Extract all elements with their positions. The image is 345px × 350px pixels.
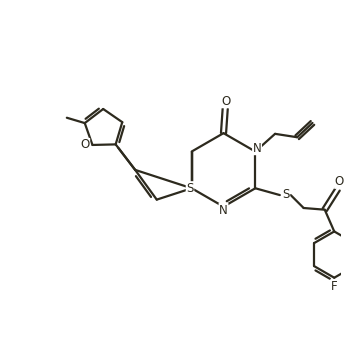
- Text: S: S: [186, 182, 194, 195]
- Text: O: O: [335, 175, 344, 188]
- Text: N: N: [219, 204, 228, 217]
- Text: F: F: [331, 280, 337, 293]
- Text: O: O: [221, 95, 230, 108]
- Text: N: N: [253, 142, 262, 155]
- Text: O: O: [80, 139, 90, 152]
- Text: S: S: [282, 188, 290, 201]
